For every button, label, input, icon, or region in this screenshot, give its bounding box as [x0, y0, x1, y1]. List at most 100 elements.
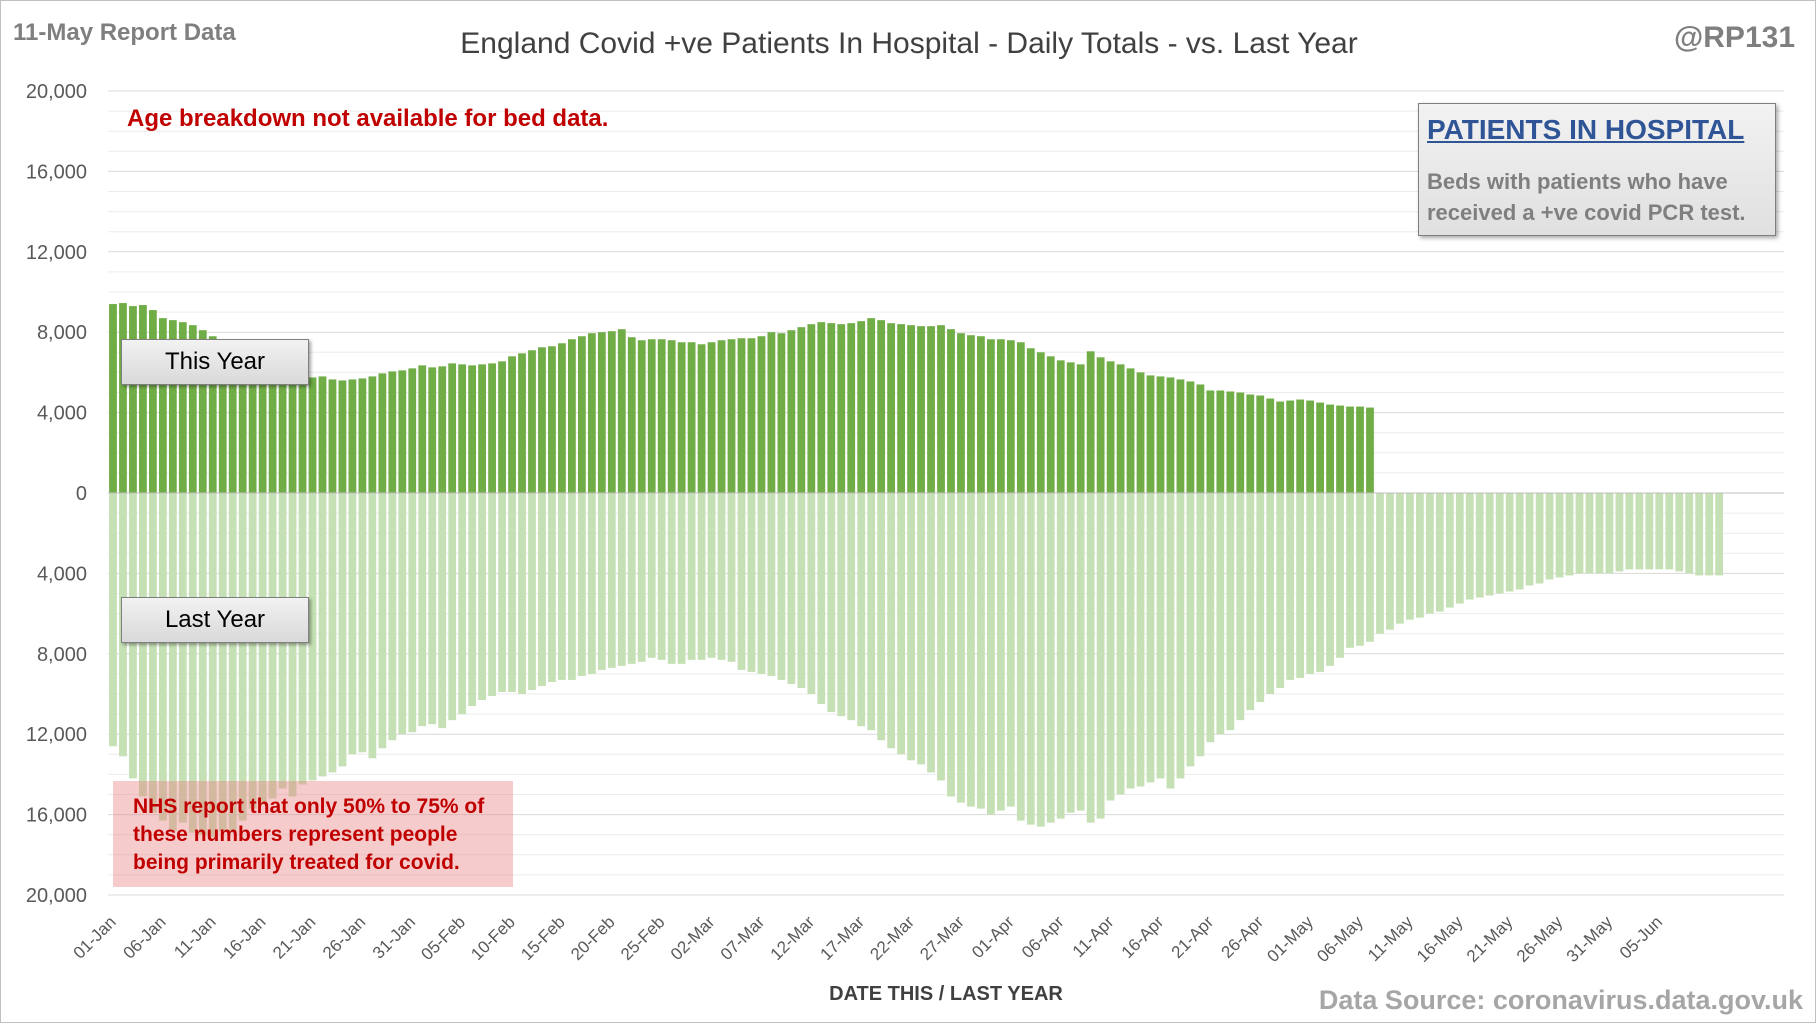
last-year-bar — [1595, 493, 1604, 574]
last-year-bar — [1196, 493, 1205, 757]
this-year-bar — [1296, 399, 1305, 493]
last-year-bar — [1585, 493, 1594, 574]
last-year-bar — [268, 493, 277, 799]
this-year-bar — [1346, 406, 1354, 493]
last-year-bar — [338, 493, 347, 767]
last-year-bar — [1475, 493, 1484, 598]
last-year-bar — [747, 493, 756, 672]
last-year-bar — [1046, 493, 1055, 823]
last-year-bar — [1615, 493, 1624, 572]
this-year-bar — [847, 323, 856, 493]
chart-title: England Covid +ve Patients In Hospital -… — [460, 27, 1358, 60]
this-year-bar — [727, 339, 736, 493]
last-year-bar — [1645, 493, 1654, 570]
last-year-bar — [1156, 493, 1165, 779]
last-year-bar — [1605, 493, 1614, 574]
x-tick-label: 11-Jan — [170, 912, 219, 961]
author-handle: @RP131 — [1674, 21, 1795, 54]
this-year-bar — [198, 330, 207, 493]
last-year-bar — [697, 493, 706, 660]
last-year-bar — [857, 493, 866, 727]
this-year-bar — [258, 360, 267, 493]
this-year-bar — [607, 331, 616, 493]
last-year-bar — [1186, 493, 1195, 767]
last-year-bar — [1206, 493, 1215, 743]
last-year-bar — [398, 493, 407, 735]
this-year-bar — [797, 327, 806, 493]
nhs-note-box: NHS report that only 50% to 75% of these… — [113, 781, 513, 887]
this-year-bar — [897, 324, 905, 493]
last-year-bar — [617, 493, 626, 666]
report-date: 11-May Report Data — [13, 19, 236, 46]
last-year-bar — [1465, 493, 1474, 600]
last-year-bar — [1545, 493, 1554, 580]
last-year-bar — [388, 493, 397, 741]
last-year-bar — [887, 493, 896, 749]
last-year-bar — [1266, 493, 1275, 694]
this-year-bar — [178, 322, 187, 493]
this-year-bar — [208, 336, 217, 493]
this-year-bar — [657, 339, 666, 493]
last-year-bar — [777, 493, 786, 680]
x-tick-label: 26-Jan — [319, 912, 369, 962]
this-year-bar — [1276, 401, 1285, 493]
last-year-bar — [1685, 493, 1694, 574]
info-title: PATIENTS IN HOSPITAL — [1427, 114, 1745, 145]
this-year-bar — [697, 344, 706, 493]
this-year-bar — [119, 303, 127, 493]
this-year-bar — [518, 353, 526, 493]
this-year-bar — [1076, 364, 1085, 493]
x-tick-label: 21-May — [1463, 912, 1517, 966]
this-year-bar — [1306, 400, 1315, 493]
y-axis-ticks: 20,000 16,000 12,000 8,000 4,000 0 4,000 8,000 1… — [26, 81, 87, 907]
this-year-bar — [1316, 402, 1324, 493]
last-year-bar — [667, 493, 676, 664]
x-tick-label: 02-Mar — [667, 912, 719, 964]
last-year-bar — [408, 493, 417, 733]
last-year-bar — [1256, 493, 1265, 703]
last-year-bar — [478, 493, 486, 701]
last-year-bar — [767, 493, 776, 676]
this-year-bar — [777, 333, 786, 493]
this-year-bar — [1156, 376, 1165, 493]
last-year-bar — [1366, 493, 1374, 642]
this-year-bar — [977, 336, 985, 493]
this-year-bar — [348, 379, 357, 493]
this-year-bar — [1126, 368, 1135, 493]
x-tick-label: 26-Apr — [1218, 912, 1268, 962]
last-year-bar — [1675, 493, 1684, 572]
last-year-bar — [458, 493, 467, 715]
last-year-bar — [1016, 493, 1025, 821]
this-year-bar — [1086, 351, 1095, 493]
last-year-bar — [1535, 493, 1544, 584]
last-year-bar — [1435, 493, 1444, 612]
this-year-bar — [378, 373, 387, 493]
y-tick-label: 12,000 — [26, 724, 87, 746]
last-year-bar — [348, 493, 357, 755]
this-year-bar — [907, 325, 915, 493]
x-tick-label: 31-Jan — [369, 912, 419, 962]
this-year-bar — [767, 332, 776, 493]
last-year-bar — [418, 493, 427, 727]
this-year-bars — [109, 303, 1374, 493]
this-year-bar — [1146, 375, 1155, 493]
last-year-bar — [917, 493, 925, 765]
last-year-bar — [1296, 493, 1305, 678]
x-tick-label: 20-Feb — [567, 912, 619, 964]
this-year-bar — [687, 342, 696, 493]
this-year-bar — [458, 364, 467, 493]
last-year-bar — [1396, 493, 1404, 624]
this-year-bar — [1026, 348, 1035, 493]
this-year-bar — [158, 318, 167, 493]
y-tick-label: 8,000 — [37, 644, 87, 666]
last-year-bar — [597, 493, 606, 670]
x-tick-label: 11-Apr — [1069, 912, 1118, 961]
y-tick-label: 20,000 — [26, 81, 87, 103]
last-year-bar — [139, 493, 147, 797]
this-year-bar — [139, 305, 147, 493]
this-year-bar — [1096, 357, 1105, 493]
last-year-bar — [837, 493, 846, 717]
last-year-bar — [937, 493, 945, 781]
this-year-bar — [408, 368, 417, 493]
last-year-bar — [817, 493, 826, 705]
